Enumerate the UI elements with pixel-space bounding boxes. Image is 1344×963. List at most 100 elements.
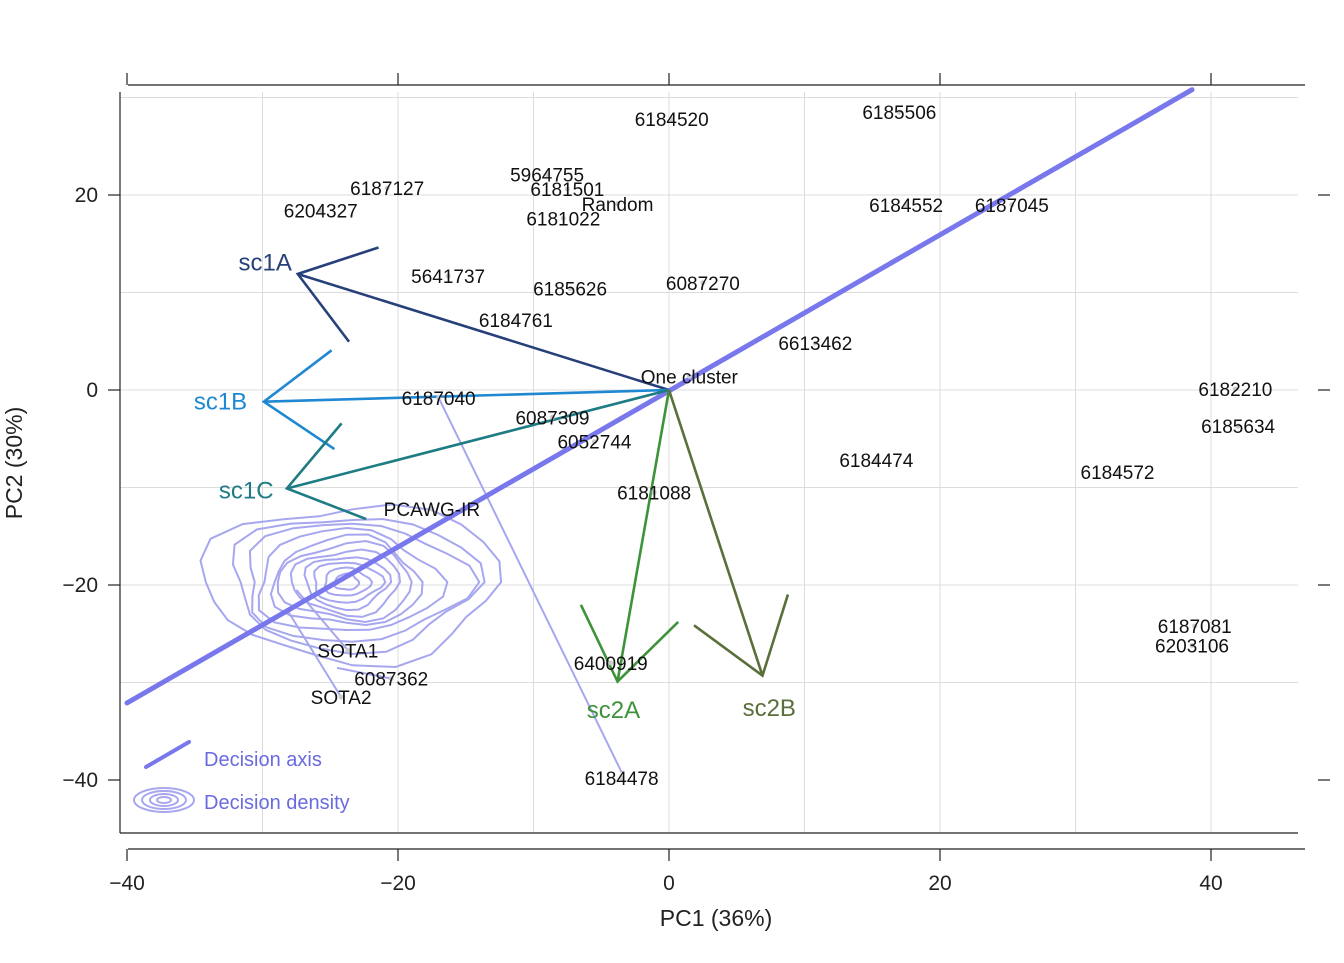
y-tick-label: −40 <box>62 769 98 792</box>
legend-density-ring <box>141 790 187 810</box>
data-point-marker <box>445 273 451 279</box>
label-connector <box>437 397 623 773</box>
data-point: SOTA2 <box>311 688 372 709</box>
data-point: 6181088 <box>617 483 691 504</box>
data-point-marker <box>567 286 573 292</box>
data-point: 6184761 <box>479 311 553 332</box>
data-point-label: 6184520 <box>635 110 709 131</box>
density-contour <box>276 539 413 624</box>
data-point-label: 6087270 <box>666 274 740 295</box>
data-point-marker <box>1235 423 1241 429</box>
x-axis-title: PC1 (36%) <box>660 905 772 931</box>
data-point-marker <box>700 280 706 286</box>
y-tick-label: −20 <box>62 574 98 597</box>
legend-density-ring <box>149 793 179 807</box>
data-point-label: SOTA1 <box>317 641 378 662</box>
direction-arrows: sc1A sc1B sc1C sc2A sc2B <box>194 246 796 724</box>
label-connectors <box>286 397 623 773</box>
data-point-label: 6184478 <box>585 769 659 790</box>
data-point-marker <box>608 660 614 666</box>
data-point: 6184520 <box>635 110 709 131</box>
arrow-head-sc2A <box>579 604 680 684</box>
x-tick-label: 40 <box>1199 872 1222 895</box>
data-point: 6181022 <box>526 209 600 230</box>
x-tick-label: −40 <box>109 872 145 895</box>
data-point: One cluster <box>641 367 739 388</box>
data-point-label: 6087309 <box>515 408 589 429</box>
data-point-marker <box>619 775 625 781</box>
density-contour <box>303 556 393 612</box>
legend-label-decision-density: Decision density <box>204 792 350 814</box>
decision-axis-line <box>124 87 1195 706</box>
density-contour <box>231 518 486 656</box>
data-point-marker <box>1009 202 1015 208</box>
data-point-marker <box>651 489 657 495</box>
data-point-marker <box>388 676 394 682</box>
arrow-head-sc1B <box>261 349 336 451</box>
data-point-marker <box>436 395 442 401</box>
data-point: 6187045 <box>975 196 1049 217</box>
arrow-shaft-sc2A <box>616 389 671 682</box>
data-point-marker <box>1115 469 1121 475</box>
legend-decision-axis-swatch <box>144 740 191 769</box>
data-point-marker <box>591 439 597 445</box>
data-point: 6204327 <box>284 202 358 223</box>
data-point-marker <box>873 457 879 463</box>
data-point-label: 6204327 <box>284 202 358 223</box>
density-contour <box>269 533 424 627</box>
data-point: 6187040 <box>402 389 476 410</box>
data-point-label: 6182210 <box>1198 380 1272 401</box>
data-point-label: 6184474 <box>839 451 913 472</box>
data-point-label: 6181501 <box>530 180 604 201</box>
data-point: 6184474 <box>839 451 913 472</box>
arrow-head-sc1C <box>284 422 367 521</box>
data-point: 6185626 <box>533 280 607 301</box>
data-point-label: 5641737 <box>411 267 485 288</box>
data-point-marker <box>549 414 555 420</box>
data-point-label: 6185506 <box>862 103 936 124</box>
arrow-sc1B: sc1B <box>194 349 670 451</box>
data-point-marker <box>1232 386 1238 392</box>
data-point-label: 6400919 <box>574 654 648 675</box>
data-point-marker <box>896 109 902 115</box>
data-point-label: 6052744 <box>557 433 631 454</box>
data-point: PCAWG-IR <box>384 500 480 521</box>
data-point-marker <box>564 186 570 192</box>
data-point-marker <box>686 373 692 379</box>
arrow-sc2B: sc2B <box>667 389 796 722</box>
data-point-label: 6203106 <box>1155 636 1229 657</box>
arrow-label-sc2B: sc2B <box>743 695 796 722</box>
data-point: 6182210 <box>1198 380 1272 401</box>
label-connector <box>336 666 392 680</box>
data-point-marker <box>1192 623 1198 629</box>
arrow-label-sc1C: sc1C <box>219 477 274 504</box>
data-point-label: 6087362 <box>354 670 428 691</box>
data-point-marker <box>345 647 351 653</box>
data-point-label: 6187045 <box>975 196 1049 217</box>
arrow-sc2A: sc2A <box>579 389 680 724</box>
data-point: 6185634 <box>1201 417 1275 438</box>
data-point-label: 6185634 <box>1201 417 1275 438</box>
x-tick-label: 20 <box>928 872 951 895</box>
data-point: 6400919 <box>574 654 648 675</box>
data-point: 6184552 <box>869 196 943 217</box>
data-point: 5964755 <box>510 166 584 187</box>
data-point: SOTA1 <box>317 641 378 662</box>
grid-lines <box>120 92 1298 833</box>
data-point-label: 6184761 <box>479 311 553 332</box>
data-point: 6184478 <box>585 769 659 790</box>
legend-density-swatch <box>133 787 195 813</box>
data-point-label: 6613462 <box>778 334 852 355</box>
legend-density-ring <box>133 787 195 813</box>
legend-density-ring <box>156 796 172 804</box>
data-point: 6087309 <box>515 408 589 429</box>
arrow-shaft-sc1B <box>263 388 670 403</box>
data-point: 6052744 <box>557 433 631 454</box>
data-point: 6187081 <box>1158 617 1232 638</box>
arrow-shaft-sc2B <box>667 389 764 677</box>
data-point-label: 6181088 <box>617 483 691 504</box>
data-point-label: 6187127 <box>350 179 424 200</box>
arrow-shaft-sc1A <box>297 272 670 392</box>
